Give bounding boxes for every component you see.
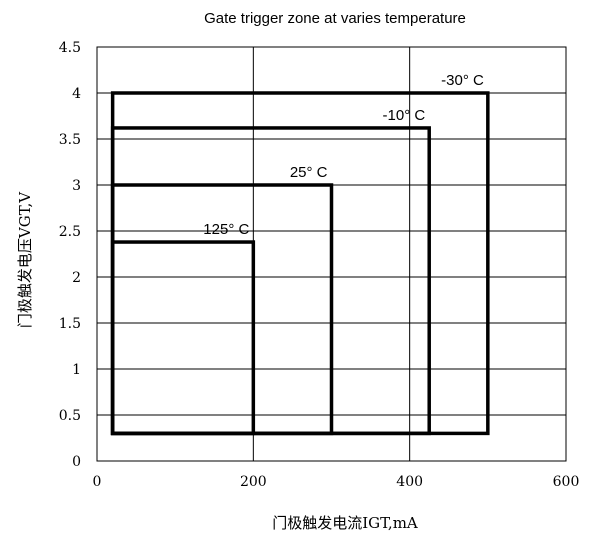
x-tick-label: 200 <box>240 474 267 490</box>
plot-frame <box>96 46 567 462</box>
y-tick-label: 2 <box>72 270 81 286</box>
y-tick-label: 0.5 <box>59 408 81 424</box>
y-tick-label: 0 <box>72 454 81 470</box>
zone-2-label: 25° C <box>290 164 328 181</box>
y-tick-label: 3 <box>72 178 81 194</box>
y-tick-label: 3.5 <box>59 132 81 148</box>
y-tick-label: 4.5 <box>59 40 81 56</box>
zone-0-rect <box>110 91 490 436</box>
y-tick-label: 1 <box>72 362 81 378</box>
y-axis-label: 门极触发电压VGT,V <box>16 191 34 328</box>
zone-3-rect <box>110 240 256 436</box>
y-tick-label: 1.5 <box>59 316 81 332</box>
chart-title: Gate trigger zone at varies temperature <box>204 10 466 27</box>
zone-labels: -30° C -10° C 25° C 125° C <box>203 72 484 238</box>
trigger-zones <box>110 91 490 436</box>
x-tick-label: 600 <box>553 474 580 490</box>
zone-1-label: -10° C <box>383 107 426 124</box>
zone-0-label: -30° C <box>441 72 484 89</box>
zone-1-rect <box>110 126 431 436</box>
x-tick-label: 0 <box>93 474 102 490</box>
x-tick-label: 400 <box>396 474 423 490</box>
y-tick-label: 4 <box>72 86 81 102</box>
y-tick-label: 2.5 <box>59 224 81 240</box>
zone-3-label: 125° C <box>203 221 249 238</box>
tick-labels: 0 0.5 1 1.5 2 2.5 3 3.5 4 4.5 0 200 400 600 <box>59 40 580 490</box>
x-axis-label: 门极触发电流IGT,mA <box>272 514 418 532</box>
